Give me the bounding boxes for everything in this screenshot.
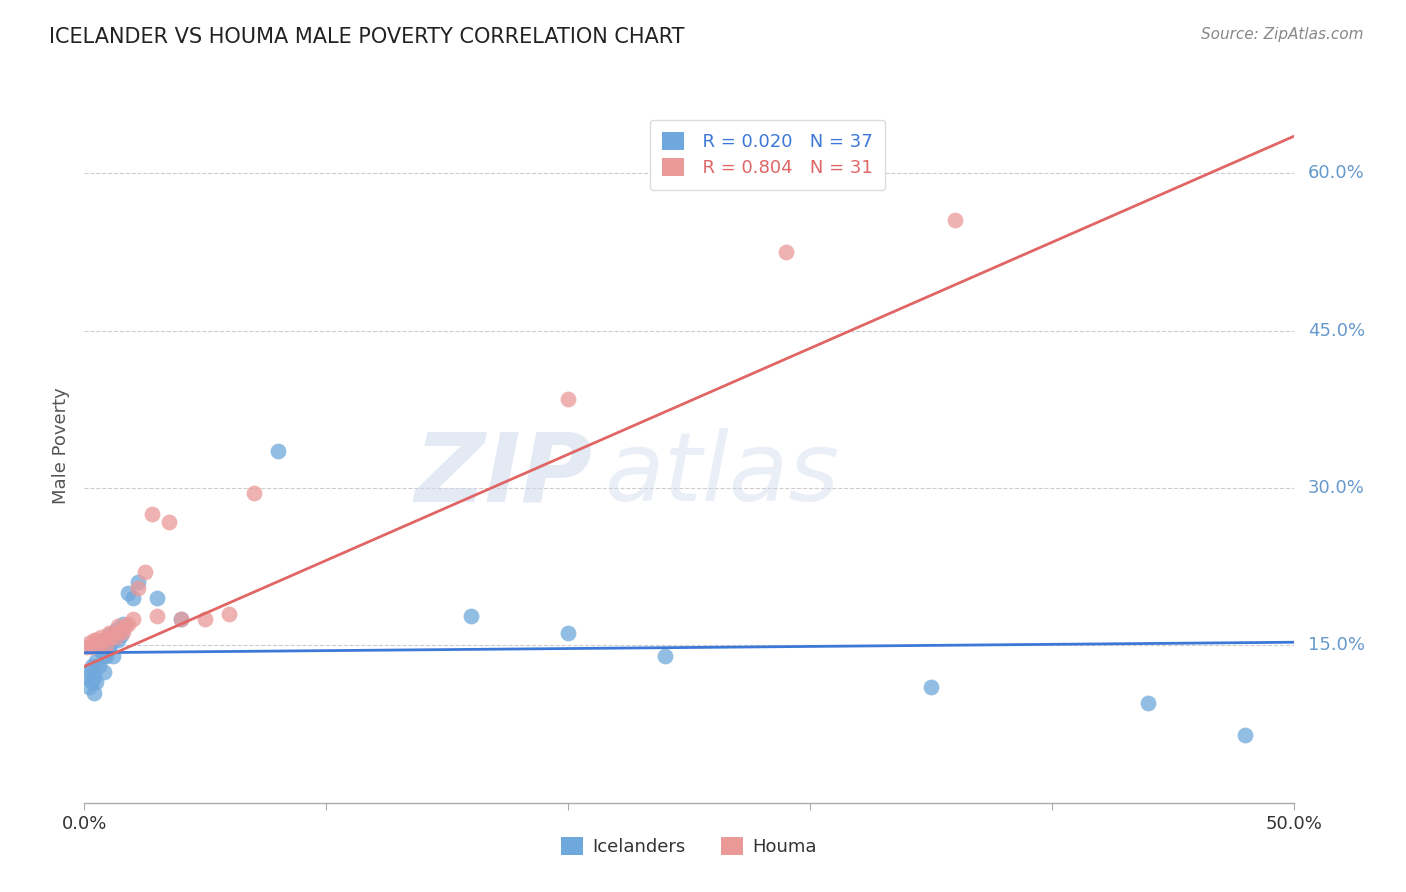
Point <box>112 624 135 639</box>
Point <box>121 591 143 606</box>
Point <box>80 659 103 673</box>
Point <box>103 648 125 663</box>
Point <box>90 630 112 644</box>
Point <box>242 486 264 500</box>
Point <box>141 507 163 521</box>
Point <box>1234 728 1257 742</box>
Point <box>775 244 797 259</box>
Point <box>86 654 108 668</box>
Point <box>557 392 579 406</box>
Point <box>146 609 169 624</box>
Point <box>97 628 120 642</box>
Point <box>94 639 117 653</box>
Text: 60.0%: 60.0% <box>1308 164 1365 182</box>
Point <box>194 612 217 626</box>
Point <box>100 636 122 650</box>
Text: 45.0%: 45.0% <box>1308 321 1365 340</box>
Point <box>460 609 482 624</box>
Point <box>86 633 108 648</box>
Point <box>146 591 169 606</box>
Point <box>267 444 290 458</box>
Point <box>87 639 110 653</box>
Point <box>110 628 132 642</box>
Point <box>218 607 240 621</box>
Point <box>114 619 136 633</box>
Text: ICELANDER VS HOUMA MALE POVERTY CORRELATION CHART: ICELANDER VS HOUMA MALE POVERTY CORRELAT… <box>49 27 685 46</box>
Point <box>93 633 115 648</box>
Legend: Icelanders, Houma: Icelanders, Houma <box>553 829 825 865</box>
Point <box>83 633 105 648</box>
Point <box>77 681 100 695</box>
Point <box>117 617 139 632</box>
Point <box>110 623 132 637</box>
Point <box>76 670 98 684</box>
Point <box>77 665 100 679</box>
Point <box>557 625 579 640</box>
Point <box>170 612 193 626</box>
Point <box>90 643 112 657</box>
Point <box>121 612 143 626</box>
Point <box>107 633 129 648</box>
Point <box>76 640 98 655</box>
Point <box>1137 696 1160 710</box>
Point <box>920 681 942 695</box>
Point <box>100 630 122 644</box>
Point <box>117 586 139 600</box>
Point <box>83 685 105 699</box>
Y-axis label: Male Poverty: Male Poverty <box>52 388 70 504</box>
Point <box>157 515 180 529</box>
Point <box>94 633 117 648</box>
Point <box>86 675 108 690</box>
Point <box>943 213 966 227</box>
Point <box>654 648 676 663</box>
Point <box>87 659 110 673</box>
Point <box>80 640 103 655</box>
Point <box>83 670 105 684</box>
Point <box>104 623 127 637</box>
Point <box>77 636 100 650</box>
Point <box>80 675 103 690</box>
Point <box>93 665 115 679</box>
Point <box>127 575 149 590</box>
Point <box>103 633 125 648</box>
Point <box>104 630 127 644</box>
Point <box>87 639 110 653</box>
Point <box>97 640 120 655</box>
Point <box>127 581 149 595</box>
Text: 30.0%: 30.0% <box>1308 479 1365 497</box>
Point <box>107 619 129 633</box>
Point <box>134 565 156 579</box>
Text: 15.0%: 15.0% <box>1308 636 1365 655</box>
Point <box>103 625 125 640</box>
Point <box>94 648 117 663</box>
Point <box>93 648 115 663</box>
Point <box>97 625 120 640</box>
Text: ZIP: ZIP <box>415 428 592 521</box>
Point <box>170 612 193 626</box>
Text: Source: ZipAtlas.com: Source: ZipAtlas.com <box>1201 27 1364 42</box>
Text: atlas: atlas <box>605 428 839 521</box>
Point <box>112 617 135 632</box>
